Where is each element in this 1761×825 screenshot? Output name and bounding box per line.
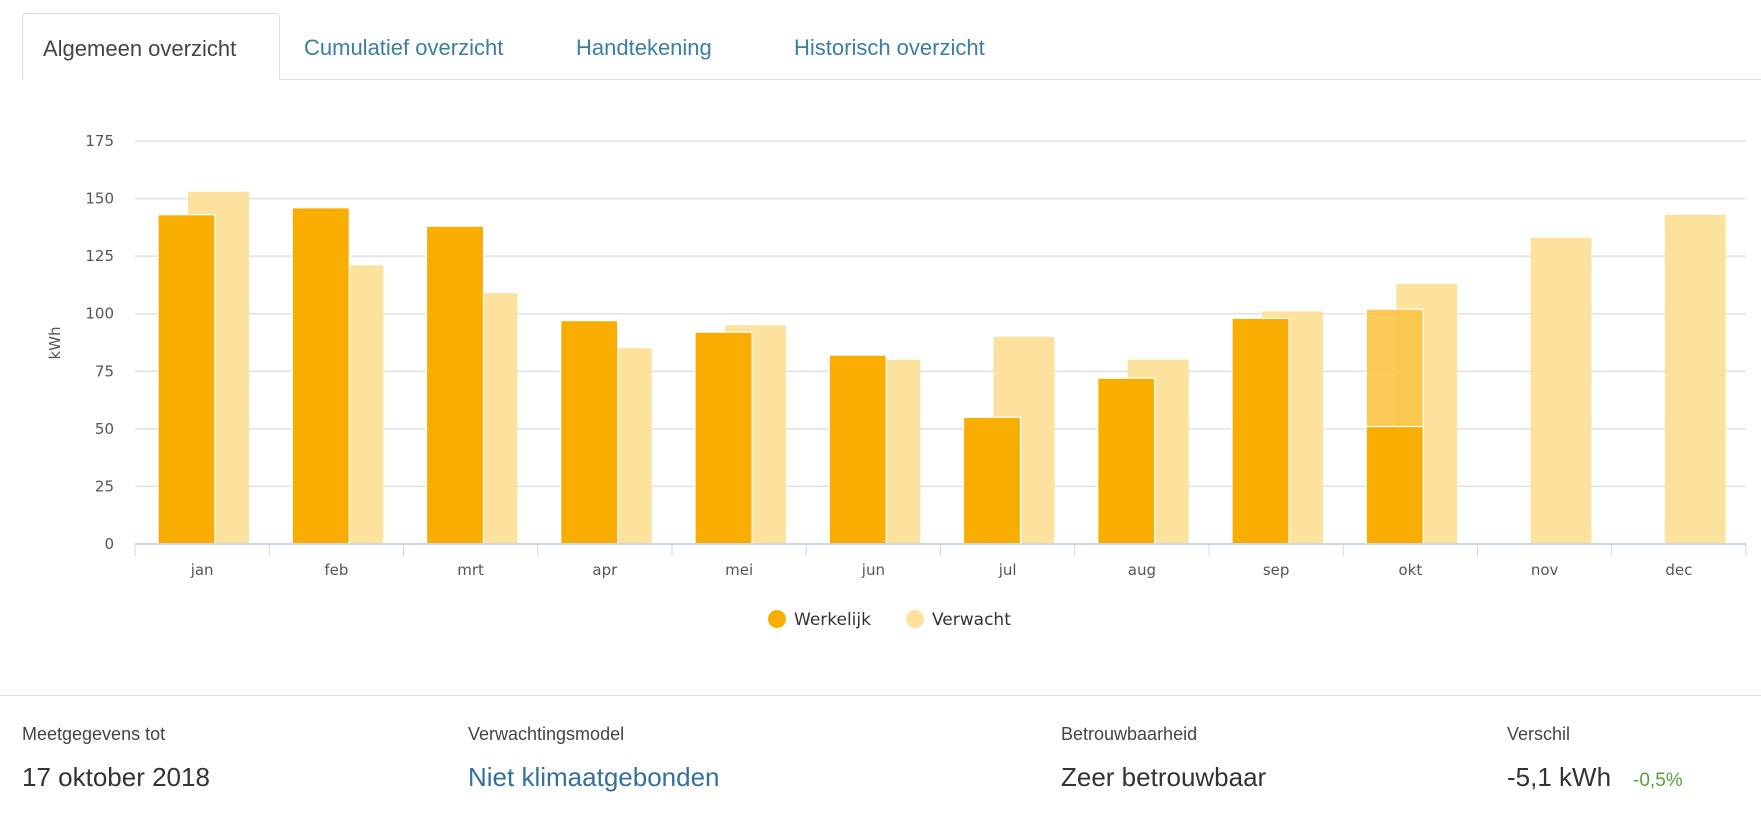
bar-werkelijk-mrt: [425, 225, 485, 545]
verschil-percent: -0,5%: [1633, 770, 1683, 791]
tab-handtekening[interactable]: Handtekening: [576, 35, 712, 60]
verschil-kwh: -5,1 kWh: [1507, 762, 1612, 792]
verwachtingsmodel-label: Verwachtingsmodel: [468, 724, 625, 744]
y-axis-label: kWh: [46, 326, 64, 359]
legend-marker: [906, 610, 924, 628]
x-tick-label: sep: [1263, 561, 1290, 579]
legend-marker: [768, 610, 786, 628]
betrouwbaarheid-label: Betrouwbaarheid: [1061, 724, 1198, 744]
x-tick-label: jul: [998, 561, 1017, 579]
bar-werkelijk-jan: [157, 214, 216, 545]
legend-label: Verwacht: [932, 610, 1011, 630]
bar-werkelijk-mei: [694, 331, 753, 545]
bar-werkelijk-sep: [1231, 317, 1290, 545]
legend-item-werkelijk[interactable]: Werkelijk: [768, 610, 871, 630]
y-tick-label: 125: [85, 247, 114, 265]
bar-werkelijk-aug: [1097, 377, 1156, 545]
legend-label: Werkelijk: [794, 610, 871, 630]
y-tick-label: 175: [85, 132, 114, 150]
y-tick-label: 25: [95, 477, 114, 495]
y-tick-label: 75: [95, 362, 114, 380]
x-tick-label: okt: [1399, 561, 1423, 579]
bar-werkelijk-apr: [560, 320, 619, 545]
legend-item-verwacht[interactable]: Verwacht: [906, 610, 1011, 630]
verschil-label: Verschil: [1507, 724, 1571, 744]
tab-cumulatief-overzicht[interactable]: Cumulatief overzicht: [304, 35, 504, 60]
meetgegevens-value: 17 oktober 2018: [22, 762, 210, 792]
x-tick-label: apr: [592, 561, 618, 579]
bar-verwacht-dec: [1664, 214, 1726, 545]
x-tick-label: nov: [1531, 561, 1559, 579]
bar-werkelijk-feb: [291, 207, 350, 545]
x-tick-label: mei: [725, 561, 753, 579]
verwachtingsmodel-link[interactable]: Niet klimaatgebonden: [468, 762, 720, 792]
x-tick-label: jun: [861, 561, 885, 579]
x-tick-label: dec: [1665, 561, 1692, 579]
bar-werkelijk-okt: [1365, 425, 1424, 545]
x-tick-label: jan: [190, 561, 214, 579]
monthly-energy-chart: 0 25 50 75 100 125 150 175 jan feb mrt apr mei jun jul…: [46, 132, 1747, 630]
bar-werkelijk-jul: [962, 416, 1022, 545]
x-tick-label: mrt: [457, 561, 484, 579]
y-tick-label: 100: [85, 305, 114, 323]
y-tick-label: 0: [104, 535, 114, 553]
verschil-value: -5,1 kWh -0,5%: [1507, 762, 1683, 793]
tab-historisch-overzicht[interactable]: Historisch overzicht: [794, 35, 985, 60]
divider: [0, 695, 1761, 696]
meetgegevens-label: Meetgegevens tot: [22, 724, 166, 744]
x-tick-label: feb: [324, 561, 348, 579]
y-tick-label: 150: [85, 190, 114, 208]
betrouwbaarheid-value: Zeer betrouwbaar: [1061, 762, 1267, 792]
bar-werkelijk-jun: [828, 354, 887, 545]
x-tick-label: aug: [1128, 561, 1156, 579]
bar-verwacht-nov: [1530, 237, 1592, 544]
tab-algemeen-overzicht[interactable]: Algemeen overzicht: [22, 13, 280, 80]
tab-bar: Algemeen overzicht Cumulatief overzicht …: [22, 13, 1761, 80]
y-tick-label: 50: [95, 420, 114, 438]
